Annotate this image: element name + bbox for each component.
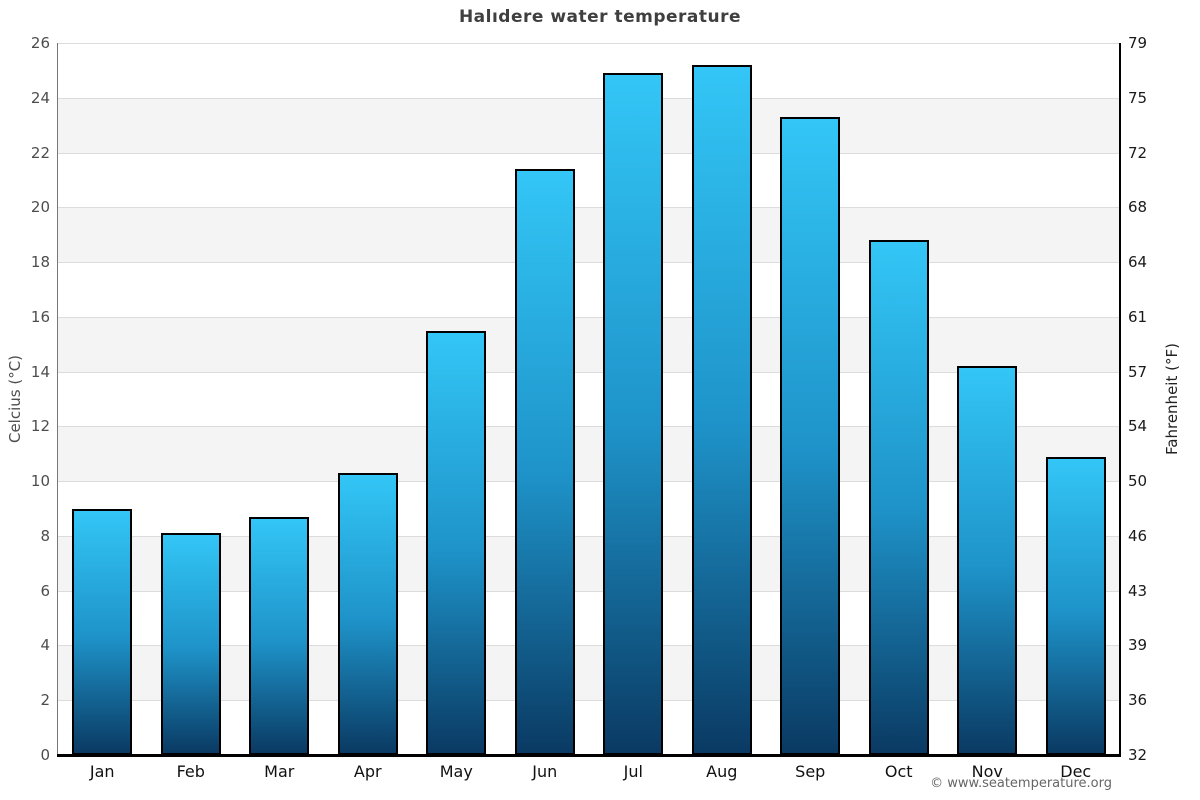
plot-band [58, 426, 1120, 482]
grid-line [58, 207, 1120, 209]
bar-apr [337, 472, 398, 755]
y-tick-right-57: 57 [1128, 362, 1148, 381]
grid-line [58, 316, 1120, 318]
x-tick-jun: Jun [532, 762, 558, 781]
x-tick-sep: Sep [795, 762, 826, 781]
grid-line [58, 481, 1120, 483]
y-tick-left-2: 2 [40, 691, 50, 710]
bar-jun [514, 168, 575, 755]
y-tick-left-4: 4 [40, 636, 50, 655]
copyright-link[interactable]: © www.seatemperature.org [930, 776, 1112, 791]
plot-band [58, 371, 1120, 427]
y-tick-right-64: 64 [1128, 253, 1148, 272]
plot-band [58, 152, 1120, 208]
bar-may [426, 330, 487, 755]
y-tick-right-54: 54 [1128, 417, 1148, 436]
y-tick-right-75: 75 [1128, 88, 1148, 107]
y-tick-left-8: 8 [40, 526, 50, 545]
y-tick-right-61: 61 [1128, 307, 1148, 326]
bar-nov [957, 366, 1018, 755]
y-tick-left-6: 6 [40, 581, 50, 600]
right-axis-spine [1119, 43, 1121, 755]
x-tick-jul: Jul [623, 762, 643, 781]
y-tick-left-0: 0 [40, 746, 50, 764]
y-tick-right-46: 46 [1128, 526, 1148, 545]
x-tick-apr: Apr [353, 762, 382, 781]
y-tick-left-18: 18 [30, 253, 50, 272]
chart-title: Halıdere water temperature [458, 7, 742, 27]
y-tick-left-10: 10 [30, 472, 50, 491]
y-tick-right-72: 72 [1128, 143, 1148, 162]
plot-band [58, 262, 1120, 317]
grid-line [58, 590, 1120, 592]
plot-band [58, 481, 1120, 536]
y-tick-left-16: 16 [30, 307, 50, 326]
bar-oct [868, 240, 929, 755]
y-tick-left-26: 26 [30, 34, 50, 52]
y-tick-left-20: 20 [30, 198, 50, 217]
bar-aug [691, 64, 752, 755]
plot-band [58, 645, 1120, 701]
y-tick-right-32: 32 [1128, 746, 1148, 764]
grid-line [58, 152, 1120, 154]
bar-dec [1045, 456, 1106, 755]
plot-band [58, 590, 1120, 646]
y-tick-left-14: 14 [30, 362, 50, 381]
bar-sep [780, 116, 841, 755]
x-tick-nov: Nov [971, 762, 1003, 781]
grid-line [58, 535, 1120, 537]
grid-line [58, 700, 1120, 702]
y-tick-left-24: 24 [30, 88, 50, 107]
grid-line [58, 262, 1120, 264]
grid-line [58, 43, 1120, 44]
y-tick-right-36: 36 [1128, 691, 1148, 710]
y-tick-right-68: 68 [1128, 198, 1148, 217]
bar-jan [72, 508, 133, 755]
y-tick-right-79: 79 [1128, 34, 1148, 52]
plot-band [58, 207, 1120, 263]
left-axis-spine [57, 43, 58, 755]
plot-band [58, 535, 1120, 591]
grid-line [58, 97, 1120, 99]
x-tick-dec: Dec [1060, 762, 1092, 781]
bar-jul [603, 73, 664, 755]
x-tick-oct: Oct [884, 762, 913, 781]
plot-band [58, 700, 1120, 755]
y-tick-left-12: 12 [30, 417, 50, 436]
x-tick-mar: Mar [264, 762, 295, 781]
grid-line [58, 371, 1120, 373]
bar-feb [160, 533, 221, 755]
x-axis-line [57, 754, 1121, 757]
grid-line [58, 645, 1120, 647]
y-tick-right-43: 43 [1128, 581, 1148, 600]
y-tick-right-39: 39 [1128, 636, 1148, 655]
bar-mar [249, 516, 310, 755]
plot-band [58, 97, 1120, 153]
grid-line [58, 426, 1120, 428]
x-tick-aug: Aug [706, 762, 738, 781]
y-tick-left-22: 22 [30, 143, 50, 162]
plot-band [58, 316, 1120, 372]
y-tick-right-50: 50 [1128, 472, 1148, 491]
x-tick-feb: Feb [176, 762, 205, 781]
plot-band [58, 43, 1120, 98]
x-tick-jan: Jan [89, 762, 115, 781]
x-tick-may: May [439, 762, 473, 781]
y-axis-label-fahrenheit: Fahrenheit (°F) [1163, 343, 1181, 455]
